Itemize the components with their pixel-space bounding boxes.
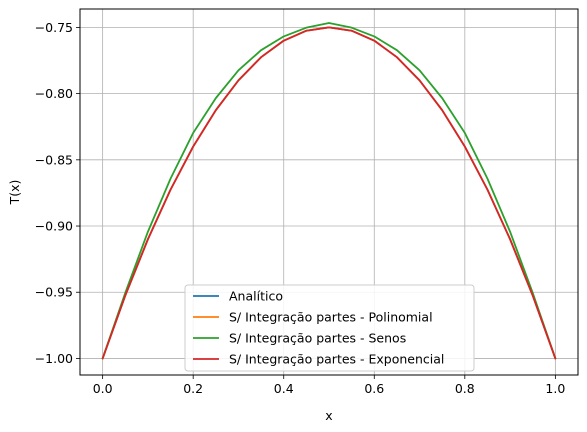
series-lines: [101, 22, 557, 360]
legend-label: S/ Integração partes - Polinomial: [229, 310, 433, 325]
y-tick-label: −1.00: [35, 351, 73, 366]
series-line-3: [101, 26, 557, 360]
x-axis-label: x: [325, 408, 332, 423]
y-tick-label: −0.85: [35, 152, 73, 167]
x-tick-label: 0.2: [183, 381, 203, 396]
x-axis-ticks: 0.0 0.2 0.4 0.6 0.8 1.0: [93, 375, 565, 396]
x-tick-label: 0.0: [93, 381, 113, 396]
y-axis-ticks: −1.00 −0.95 −0.90 −0.85 −0.80 −0.75: [35, 20, 80, 366]
x-tick-label: 0.4: [274, 381, 294, 396]
x-tick-label: 0.8: [455, 381, 475, 396]
y-tick-label: −0.80: [35, 86, 73, 101]
legend-label: S/ Integração partes - Exponencial: [229, 352, 444, 367]
legend-box: [184, 284, 475, 372]
x-tick-label: 0.6: [364, 381, 384, 396]
y-axis-label: T(x): [7, 180, 22, 206]
plot-frame: [79, 8, 579, 376]
x-tick-label: 1.0: [545, 381, 565, 396]
y-tick-label: −0.90: [35, 219, 73, 234]
series-line-2: [101, 22, 557, 360]
y-tick-label: −0.75: [35, 20, 73, 35]
y-tick-label: −0.95: [35, 285, 73, 300]
legend: Analítico S/ Integração partes - Polinomi…: [184, 284, 475, 372]
legend-label: S/ Integração partes - Senos: [229, 331, 406, 346]
grid: [80, 9, 578, 375]
legend-label: Analítico: [229, 289, 283, 304]
